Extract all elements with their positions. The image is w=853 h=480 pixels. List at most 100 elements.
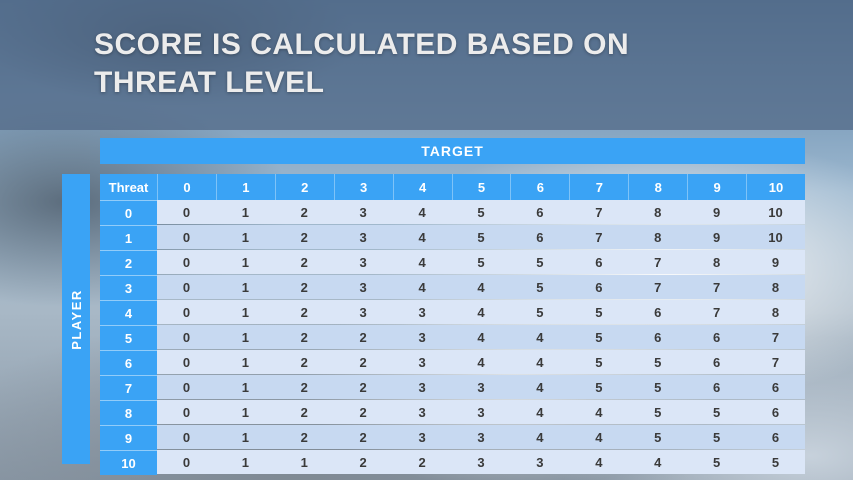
- score-cell: 0: [157, 200, 216, 224]
- title-band: SCORE IS CALCULATED BASED ON THREAT LEVE…: [0, 0, 853, 130]
- score-cell: 5: [569, 375, 629, 399]
- score-cell: 10: [746, 225, 805, 249]
- score-cell: 0: [157, 375, 216, 399]
- target-column-header: 8: [628, 174, 688, 200]
- score-cell: 8: [628, 225, 688, 249]
- score-cell: 6: [687, 350, 747, 374]
- player-label: PLAYER: [68, 288, 84, 350]
- target-column-header: 1: [215, 174, 275, 200]
- score-cell: 0: [157, 300, 216, 324]
- score-cell: 9: [687, 200, 747, 224]
- threat-row-header: 4: [100, 300, 157, 325]
- target-column-header: 4: [392, 174, 452, 200]
- score-cell: 7: [687, 275, 747, 299]
- score-cell: 2: [333, 375, 393, 399]
- score-cell: 4: [451, 325, 511, 349]
- score-cell: 2: [392, 450, 452, 474]
- score-cell: 4: [392, 250, 452, 274]
- score-cell: 1: [215, 450, 275, 474]
- threat-row-header: 0: [100, 200, 157, 225]
- score-cell: 4: [569, 400, 629, 424]
- score-cell: 3: [392, 425, 452, 449]
- score-cell: 2: [274, 300, 334, 324]
- score-cell: 5: [628, 425, 688, 449]
- target-label: TARGET: [421, 143, 484, 159]
- score-cell: 3: [451, 450, 511, 474]
- score-cell: 4: [392, 200, 452, 224]
- target-column-header: 6: [510, 174, 570, 200]
- player-header-bar: PLAYER: [62, 174, 90, 464]
- score-cell: 3: [392, 400, 452, 424]
- threat-row-header: 10: [100, 450, 157, 475]
- threat-row-header: 9: [100, 425, 157, 450]
- score-cell: 4: [510, 425, 570, 449]
- target-column-header: 9: [687, 174, 747, 200]
- score-cell: 1: [215, 350, 275, 374]
- score-cell: 4: [510, 375, 570, 399]
- score-cell: 5: [451, 250, 511, 274]
- score-cell: 4: [510, 325, 570, 349]
- target-column-header: 0: [157, 174, 216, 200]
- score-cell: 2: [333, 425, 393, 449]
- score-cell: 0: [157, 400, 216, 424]
- threat-row-header: 5: [100, 325, 157, 350]
- score-cell: 5: [628, 350, 688, 374]
- score-cell: 3: [333, 200, 393, 224]
- score-cell: 6: [628, 300, 688, 324]
- score-cell: 1: [215, 400, 275, 424]
- score-cell: 0: [157, 350, 216, 374]
- score-cell: 7: [569, 225, 629, 249]
- score-cell: 8: [687, 250, 747, 274]
- score-cell: 3: [392, 325, 452, 349]
- score-cell: 5: [746, 450, 805, 474]
- score-cell: 2: [333, 350, 393, 374]
- score-cell: 0: [157, 425, 216, 449]
- score-cell: 2: [333, 450, 393, 474]
- score-cell: 5: [628, 375, 688, 399]
- score-cell: 4: [628, 450, 688, 474]
- score-cell: 8: [628, 200, 688, 224]
- score-cell: 1: [215, 250, 275, 274]
- score-cell: 5: [687, 425, 747, 449]
- score-cell: 0: [157, 275, 216, 299]
- score-cell: 1: [215, 275, 275, 299]
- score-cell: 5: [510, 300, 570, 324]
- threat-row-header: 8: [100, 400, 157, 425]
- score-cell: 4: [569, 425, 629, 449]
- score-cell: 5: [451, 225, 511, 249]
- score-cell: 4: [451, 350, 511, 374]
- target-column-header: 5: [451, 174, 511, 200]
- score-cell: 6: [746, 375, 805, 399]
- score-cell: 2: [274, 350, 334, 374]
- score-cell: 5: [628, 400, 688, 424]
- score-cell: 3: [392, 350, 452, 374]
- score-cell: 6: [628, 325, 688, 349]
- score-cell: 0: [157, 225, 216, 249]
- target-column-header: 7: [569, 174, 629, 200]
- score-cell: 2: [274, 275, 334, 299]
- score-cell: 0: [157, 450, 216, 474]
- threat-row-header: 3: [100, 275, 157, 300]
- score-cell: 9: [687, 225, 747, 249]
- score-cell: 8: [746, 300, 805, 324]
- threat-row-header: 6: [100, 350, 157, 375]
- score-cell: 5: [510, 275, 570, 299]
- target-column-header: 10: [746, 174, 805, 200]
- score-cell: 6: [510, 200, 570, 224]
- score-cell: 8: [746, 275, 805, 299]
- score-cell: 7: [628, 275, 688, 299]
- score-cell: 3: [333, 250, 393, 274]
- score-cell: 5: [451, 200, 511, 224]
- score-cell: 0: [157, 325, 216, 349]
- score-cell: 6: [569, 250, 629, 274]
- score-cell: 7: [746, 350, 805, 374]
- score-table: Threat 0 1 2 3 4 5 6 7 8 9 10 0 0 1 2 3 4 5 6 7 8 9 10 1 0 1 2 3 4 5 6 7…: [100, 174, 805, 475]
- score-cell: 2: [333, 325, 393, 349]
- score-cell: 4: [569, 450, 629, 474]
- score-cell: 2: [274, 200, 334, 224]
- score-cell: 6: [746, 425, 805, 449]
- score-cell: 2: [333, 400, 393, 424]
- score-cell: 2: [274, 225, 334, 249]
- score-cell: 2: [274, 375, 334, 399]
